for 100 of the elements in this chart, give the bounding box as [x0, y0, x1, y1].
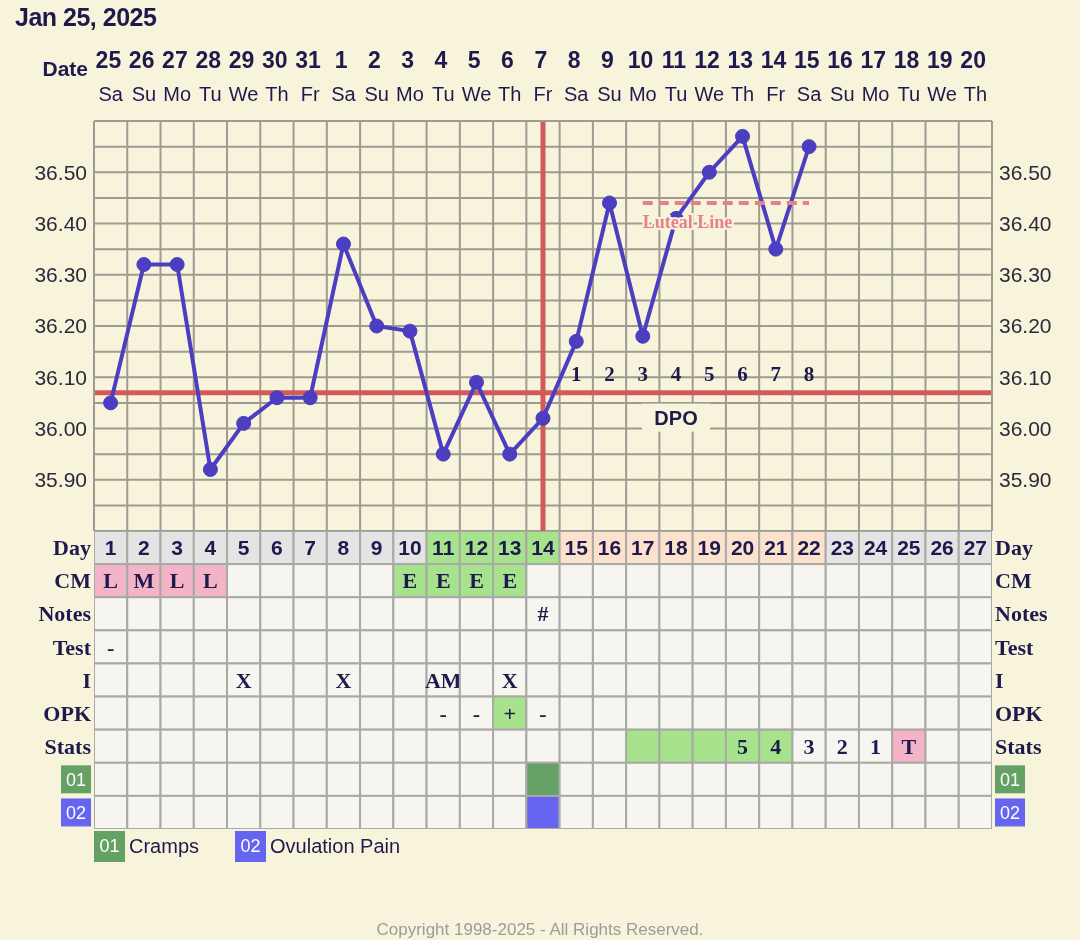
- legend-label: Ovulation Pain: [270, 834, 401, 858]
- text: 14: [531, 535, 555, 559]
- y-tick-label: 02: [65, 802, 87, 823]
- y-tick-label: 36.20: [34, 314, 87, 338]
- y-tick-label: Day: [53, 535, 91, 561]
- text: T: [901, 733, 917, 759]
- y-tick-label: OPK: [43, 700, 91, 726]
- text: 4: [204, 535, 217, 559]
- y-tick-label: Stats: [44, 733, 92, 759]
- y-tick-label: 36.30: [34, 263, 87, 287]
- text: 15: [564, 535, 588, 559]
- y2-tick-label: Notes: [995, 601, 1048, 627]
- text: E: [469, 568, 484, 594]
- text: 24: [863, 535, 888, 559]
- text: 23: [830, 535, 855, 559]
- text: -: [539, 700, 547, 726]
- text: -: [472, 700, 481, 726]
- x-tick-label: 2 Su: [364, 47, 389, 105]
- y2-tick-label: OPK: [995, 700, 1043, 726]
- annotation: 1: [571, 361, 582, 386]
- text: E: [435, 568, 451, 594]
- text: 7: [304, 535, 317, 559]
- y2-tick-label: 35.90: [999, 468, 1052, 492]
- y2-tick-label: 36.00: [999, 416, 1052, 440]
- text: #: [537, 601, 549, 627]
- y2-tick-label: 02: [999, 802, 1021, 823]
- annotation: 5: [704, 361, 715, 386]
- text: 25: [897, 535, 921, 559]
- x-tick-label: 3 Mo: [396, 47, 424, 105]
- text: -: [439, 700, 447, 726]
- text: 16: [597, 535, 622, 559]
- x-tick-label: 29 We: [228, 47, 259, 105]
- text: -: [106, 634, 115, 660]
- text: +: [503, 700, 517, 726]
- text: 27: [963, 535, 988, 559]
- annotation: 2: [604, 361, 615, 386]
- y-tick-label: 36.10: [34, 365, 87, 389]
- y-tick-label: CM: [54, 568, 92, 594]
- text: 3: [803, 733, 815, 759]
- x-tick-label: 1 Sa: [331, 47, 357, 105]
- x-tick-label: 15 Sa: [794, 47, 823, 105]
- text: 13: [498, 535, 522, 559]
- text: 1: [870, 733, 882, 759]
- text: 22: [797, 535, 821, 559]
- annotation: 4: [670, 361, 682, 386]
- y-tick-label: Test: [52, 634, 92, 660]
- annotation: 6: [737, 361, 748, 386]
- y2-tick-label: 36.50: [999, 160, 1052, 184]
- y2-tick-label: 01: [999, 769, 1021, 790]
- text: AM: [424, 667, 462, 693]
- text: 19: [697, 535, 721, 559]
- y2-tick-label: Day: [995, 535, 1033, 561]
- x-tick-label: 6 Th: [498, 47, 522, 105]
- x-tick-label: 18 Tu: [893, 47, 921, 105]
- text: 11: [432, 535, 455, 559]
- text: X: [501, 667, 518, 693]
- text: Copyright 1998-2025 - All Rights Reserved.: [375, 920, 705, 940]
- x-tick-label: 4 Tu: [431, 47, 455, 105]
- annotation: DPO: [654, 406, 698, 429]
- chart-title: Jan 25, 2025: [15, 3, 157, 32]
- text: 18: [664, 535, 688, 559]
- x-axis-title: Date: [42, 57, 88, 80]
- y-tick-label: Notes: [38, 601, 92, 627]
- text: L: [169, 568, 185, 594]
- text: L: [103, 568, 118, 594]
- y2-tick-label: 36.40: [999, 211, 1052, 235]
- x-tick-label: 12 We: [694, 47, 725, 105]
- x-tick-label: 11 Tu: [661, 47, 688, 105]
- text: 10: [398, 535, 422, 559]
- text: M: [133, 568, 155, 594]
- y-tick-label: 01: [65, 769, 87, 790]
- text: 5: [237, 535, 250, 559]
- x-tick-label: 27 Mo: [162, 47, 192, 105]
- x-tick-label: 14 Fr: [760, 47, 787, 105]
- text: 2: [836, 733, 848, 759]
- text: L: [203, 568, 218, 594]
- text: E: [502, 568, 518, 594]
- text: 5: [737, 733, 749, 759]
- x-tick-label: 8 Sa: [564, 47, 590, 105]
- x-tick-label: 19 We: [927, 47, 957, 105]
- x-tick-label: 26 Su: [128, 47, 157, 105]
- y-tick-label: 36.50: [34, 160, 87, 184]
- x-tick-label: 17 Mo: [860, 47, 890, 105]
- y2-tick-label: Test: [995, 634, 1034, 660]
- x-tick-label: 16 Su: [827, 47, 855, 105]
- text: 21: [764, 535, 788, 559]
- text: 3: [171, 535, 183, 559]
- text: 26: [930, 535, 954, 559]
- legend-label: Cramps: [129, 834, 200, 858]
- y2-tick-label: CM: [995, 568, 1032, 594]
- text: X: [235, 667, 252, 693]
- y-tick-label: 35.90: [34, 468, 87, 492]
- x-tick-label: 10 Mo: [627, 47, 657, 105]
- x-tick-label: 13 Th: [727, 47, 755, 105]
- x-tick-label: 20 Th: [960, 47, 988, 105]
- text: X: [335, 667, 352, 693]
- text: 4: [770, 733, 782, 759]
- category-label: 02: [240, 835, 261, 856]
- y2-tick-label: 36.30: [999, 263, 1052, 287]
- x-tick-label: 9 Su: [597, 47, 622, 105]
